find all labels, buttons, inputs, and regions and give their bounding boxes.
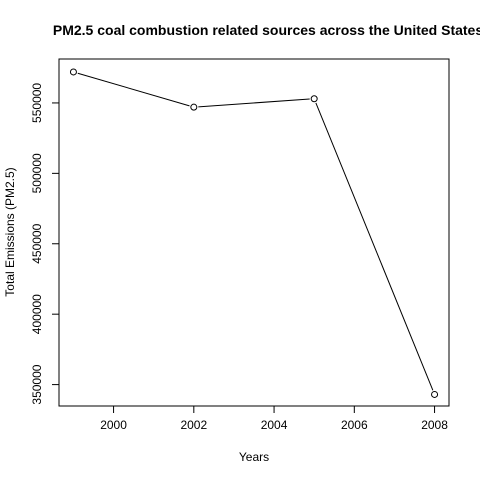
x-tick-label: 2004 [261,418,288,432]
y-axis: 350000 400000 450000 500000 550000 [30,83,59,405]
x-tick-label: 2008 [421,418,448,432]
y-tick-label: 450000 [30,223,44,263]
series-line-segment [198,98,310,108]
series-line-segment [315,102,434,391]
y-axis-label: Total Emissions (PM2.5) [3,167,17,296]
x-tick-label: 2000 [100,418,127,432]
data-point [190,103,198,111]
y-tick-label: 500000 [30,153,44,193]
chart-title: PM2.5 coal combustion related sources ac… [53,22,480,38]
x-tick-label: 2002 [180,418,207,432]
x-axis-label: Years [239,450,269,464]
x-axis: 2000 2002 2004 2006 2008 [100,406,448,432]
series-line-segment [77,72,190,107]
y-tick-label: 400000 [30,294,44,334]
plot-area [58,58,450,407]
y-tick-label: 350000 [30,364,44,404]
plot-border [58,58,450,407]
y-tick-label: 550000 [30,83,44,123]
data-point [431,390,439,398]
x-tick-label: 2006 [341,418,368,432]
data-point [69,68,77,76]
series-total-emissions [69,68,439,398]
data-point [310,95,318,103]
